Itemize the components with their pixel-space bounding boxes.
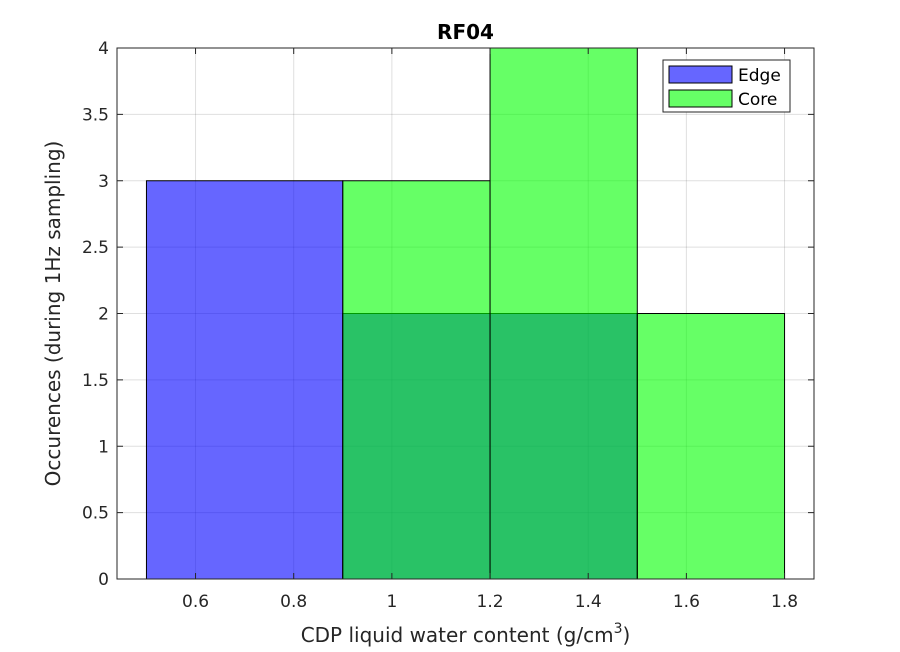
y-tick-label-3: 1.5	[82, 371, 109, 391]
x-axis-label: CDP liquid water content (g/cm3)	[301, 621, 631, 647]
x-axis-label-superscript: 3	[614, 621, 623, 637]
y-tick-label-8: 4	[98, 39, 109, 59]
bar-core-2	[636, 313, 786, 580]
x-tick-label-4: 1.4	[575, 592, 602, 612]
legend-swatch-core	[668, 89, 733, 108]
y-tick-label-6: 3	[98, 172, 109, 192]
x-tick-label-6: 1.8	[771, 592, 798, 612]
y-tick-label-2: 1	[98, 437, 109, 457]
y-tick-label-1: 0.5	[82, 504, 109, 524]
bar-edge-0	[145, 180, 344, 580]
x-tick-label-3: 1.2	[477, 592, 504, 612]
legend-swatch-edge	[668, 65, 733, 84]
bar-core-0	[342, 180, 491, 580]
legend-label-core: Core	[738, 90, 777, 110]
chart-title: RF04	[437, 20, 494, 44]
legend: Edge Core	[662, 59, 791, 113]
legend-label-edge: Edge	[738, 66, 781, 86]
y-tick-label-7: 3.5	[82, 105, 109, 125]
histogram-bars	[145, 47, 786, 580]
ticks: 0.6 0.8 1 1.2 1.4 1.6 1.8 0 0.5 1 1.5 2 2.5 3 3.5 4	[82, 39, 814, 612]
y-axis-label: Occurences (during 1Hz sampling)	[41, 141, 65, 487]
x-axis-label-main: CDP liquid water content (g/cm	[301, 623, 614, 647]
x-tick-label-0: 0.6	[182, 592, 209, 612]
y-tick-label-0: 0	[98, 570, 109, 590]
bar-core-1	[489, 47, 638, 580]
x-tick-label-5: 1.6	[673, 592, 700, 612]
y-tick-label-5: 2.5	[82, 238, 109, 258]
y-tick-label-4: 2	[98, 305, 109, 325]
x-axis-label-suffix: )	[622, 623, 630, 647]
x-tick-label-1: 0.8	[280, 592, 307, 612]
x-tick-label-2: 1	[386, 592, 397, 612]
